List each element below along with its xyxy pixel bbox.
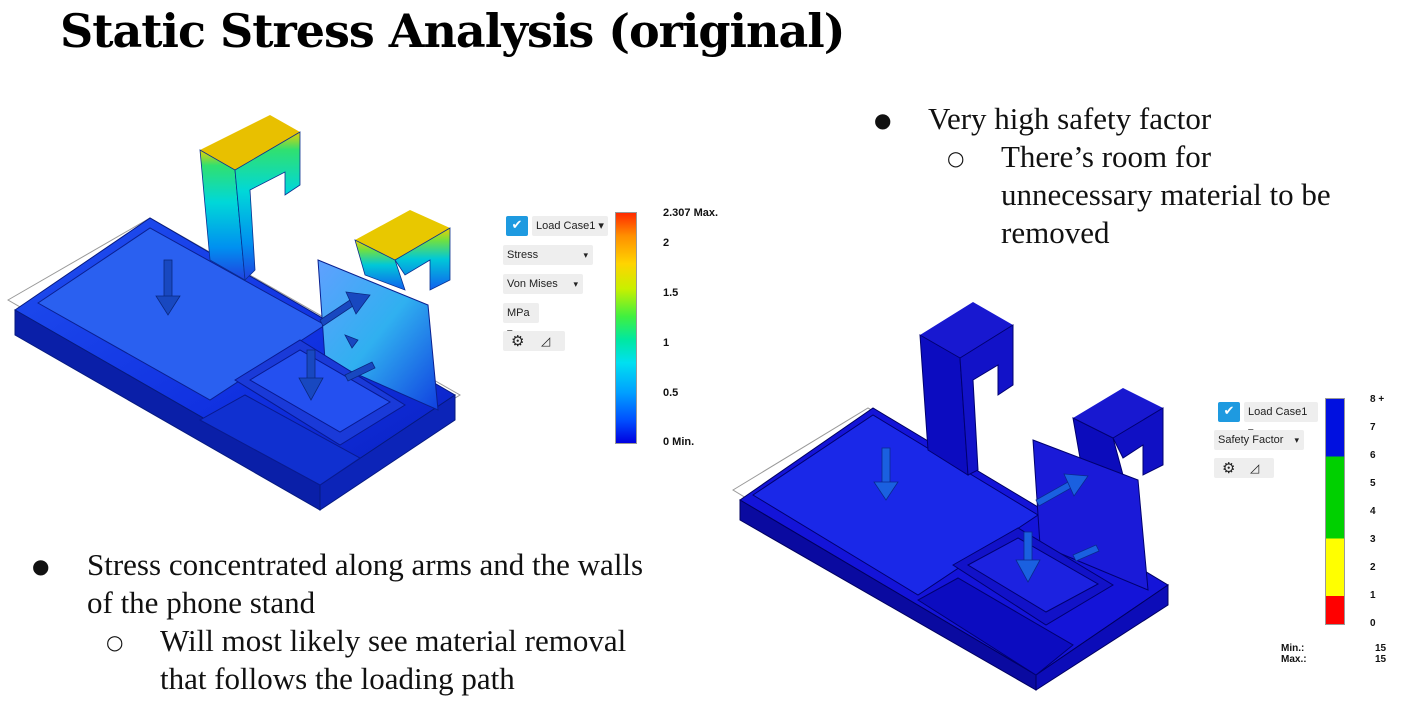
min-value: 15 [1375, 643, 1387, 654]
legend-tick: 0.5 [663, 387, 679, 399]
load-case-icon[interactable]: ✔ [1218, 402, 1240, 422]
load-case-dropdown[interactable]: Load Case1 ▾ [532, 216, 608, 236]
left-sub-bullet-line: Will most likely see material removal [160, 623, 627, 658]
min-label: Min.: [1281, 643, 1305, 654]
max-value: 15 [1375, 654, 1387, 665]
load-case-icon[interactable]: ✔ [506, 216, 528, 236]
legend-tick: 2 [1370, 562, 1376, 573]
chevron-down-icon: ▾ [583, 250, 588, 260]
tools-row: ⚙ ◿ [1214, 458, 1274, 478]
left-bullet-line: of the phone stand [87, 585, 316, 620]
stress-color-legend [615, 212, 637, 444]
result-type-dropdown[interactable]: Safety Factor ▾ [1214, 430, 1304, 450]
component-label: Von Mises [507, 278, 558, 290]
stress-model-view[interactable] [0, 110, 470, 520]
legend-tick: 1.5 [663, 287, 679, 299]
gear-icon[interactable]: ⚙ [1222, 459, 1236, 477]
component-dropdown[interactable]: Von Mises ▾ [503, 274, 583, 294]
safety-model-view[interactable] [728, 290, 1178, 700]
sub-bullet-glyph: ○ [106, 630, 124, 654]
chevron-down-icon: ▾ [1294, 435, 1299, 445]
right-sub-bullet-line: unnecessary material to be [1001, 177, 1331, 212]
right-sub-bullet-line: There’s room for [1001, 139, 1212, 174]
units-dropdown[interactable]: MPa ▾ [503, 303, 539, 339]
tools-row: ⚙ ◿ [503, 331, 565, 351]
legend-tick: 2 [663, 237, 670, 249]
legend-tick: 1 [663, 337, 670, 349]
legend-tick: 6 [1370, 450, 1376, 461]
legend-tick: 8 + [1370, 394, 1385, 405]
legend-tick: 0 Min. [663, 436, 695, 448]
bullet-glyph: ● [874, 108, 892, 132]
legend-tick: 1 [1370, 590, 1376, 601]
chevron-down-icon: ▾ [573, 279, 578, 289]
safety-color-legend [1325, 398, 1345, 625]
sub-bullet-glyph: ○ [947, 146, 965, 170]
triangle-probe-icon[interactable]: ◿ [1250, 461, 1260, 475]
result-type-label: Safety Factor [1218, 434, 1284, 446]
right-sub-bullet-line: removed [1001, 215, 1110, 250]
bullet-glyph: ● [32, 554, 50, 578]
left-sub-bullet-line: that follows the loading path [160, 661, 515, 696]
legend-tick: 2.307 Max. [663, 207, 719, 219]
slide-title: Static Stress Analysis (original) [60, 4, 846, 58]
gear-icon[interactable]: ⚙ [511, 332, 525, 350]
legend-tick: 3 [1370, 534, 1376, 545]
result-type-label: Stress [507, 249, 539, 261]
right-bullet: Very high safety factor [928, 101, 1212, 136]
legend-tick: 5 [1370, 478, 1376, 489]
left-bullet-line: Stress concentrated along arms and the w… [87, 547, 644, 582]
max-label: Max.: [1281, 654, 1307, 665]
load-case-dropdown[interactable]: Load Case1 ▾ [1244, 402, 1318, 438]
triangle-probe-icon[interactable]: ◿ [541, 334, 551, 348]
legend-tick: 0 [1370, 618, 1376, 629]
legend-tick: 4 [1370, 506, 1376, 517]
result-type-dropdown[interactable]: Stress ▾ [503, 245, 593, 265]
legend-tick: 7 [1370, 422, 1376, 433]
